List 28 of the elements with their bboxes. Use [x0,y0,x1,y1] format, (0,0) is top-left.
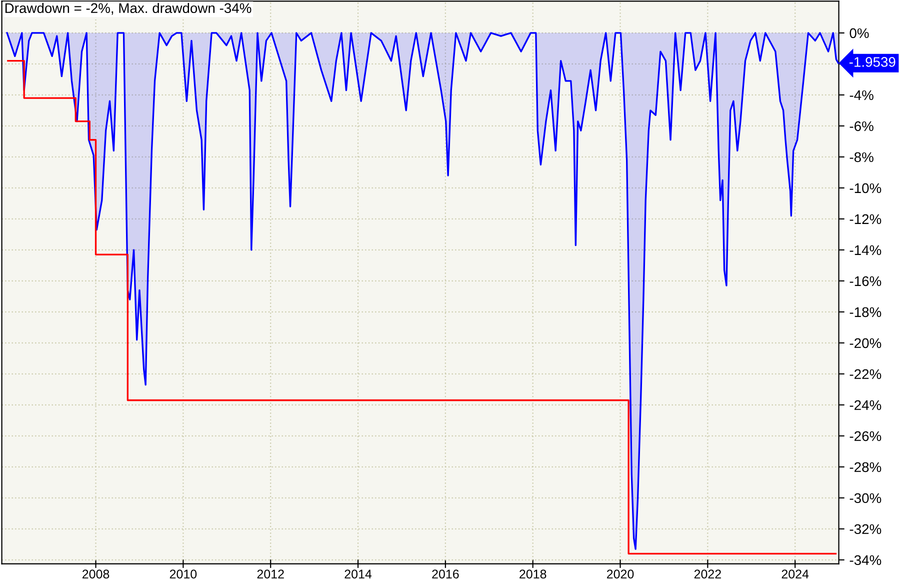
y-tick-label: -34% [850,555,882,566]
y-tick-label: -10% [850,183,882,194]
y-tick-label: -20% [850,338,882,348]
chart-title: Drawdown = -2%, Max. drawdown -34% [5,2,252,15]
x-tick-label: 2012 [257,570,284,578]
x-tick-label: 2016 [432,570,459,578]
x-tick-label: 2010 [170,570,197,578]
y-tick-label: -8% [850,152,874,162]
x-tick-label: 2022 [694,570,721,578]
y-tick-label: -14% [850,245,882,256]
y-tick-label: -4% [850,90,874,100]
x-tick-label: 2008 [82,570,110,578]
y-tick-label: -6% [850,121,874,132]
x-tick-label: 2018 [520,570,546,578]
y-tick-label: -16% [850,276,882,286]
y-tick-label: -22% [850,369,882,380]
x-tick-label: 2020 [606,570,634,578]
y-tick-label: -26% [850,431,882,442]
text: -1.9539 [849,57,896,67]
y-tick-label: -18% [850,307,882,318]
x-tick-label: 2024 [782,570,809,578]
y-tick-label: -30% [850,493,882,504]
y-tick-label: -28% [850,462,882,472]
x-tick-label: 2014 [344,570,372,578]
y-tick-label: -12% [850,214,882,224]
y-tick-label: -24% [850,400,882,410]
y-tick-label: -32% [850,524,882,534]
y-tick-label: 0% [850,28,869,38]
